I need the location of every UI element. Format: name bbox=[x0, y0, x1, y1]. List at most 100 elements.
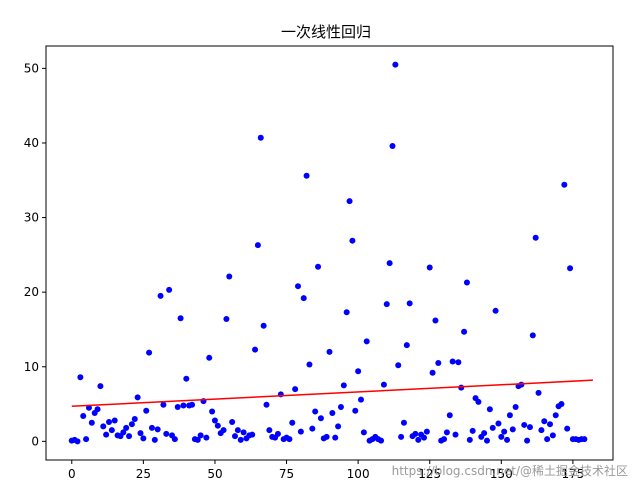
data-point bbox=[398, 433, 405, 440]
data-point bbox=[429, 369, 436, 376]
x-tick-label: 125 bbox=[418, 467, 441, 481]
data-point bbox=[174, 404, 181, 411]
data-point bbox=[446, 412, 453, 419]
data-point bbox=[77, 374, 84, 381]
data-point bbox=[292, 386, 299, 393]
data-point bbox=[484, 437, 490, 444]
data-point bbox=[206, 354, 213, 361]
data-point bbox=[234, 427, 241, 434]
data-point bbox=[481, 430, 488, 437]
data-point bbox=[240, 429, 247, 436]
data-point bbox=[495, 420, 502, 427]
data-point bbox=[406, 300, 413, 307]
data-point bbox=[74, 438, 81, 445]
data-point bbox=[395, 362, 402, 369]
data-point bbox=[504, 436, 511, 443]
data-point bbox=[443, 429, 450, 436]
data-point bbox=[461, 328, 468, 335]
data-point bbox=[100, 423, 107, 430]
data-point bbox=[315, 263, 322, 270]
data-point bbox=[303, 172, 310, 179]
data-point bbox=[532, 234, 539, 241]
data-point bbox=[83, 436, 90, 443]
x-tick-label: 150 bbox=[490, 467, 513, 481]
data-point bbox=[297, 428, 304, 435]
data-point bbox=[306, 361, 313, 368]
data-point bbox=[452, 431, 459, 438]
data-point bbox=[346, 198, 353, 205]
x-tick-label: 100 bbox=[347, 467, 370, 481]
data-point bbox=[252, 346, 259, 353]
data-point bbox=[249, 431, 256, 438]
plot-area bbox=[68, 61, 593, 445]
data-point bbox=[146, 349, 153, 356]
data-point bbox=[260, 322, 267, 329]
data-point bbox=[183, 375, 190, 382]
data-point bbox=[309, 425, 316, 432]
data-point bbox=[349, 237, 356, 244]
data-point bbox=[432, 317, 439, 324]
data-point bbox=[547, 421, 553, 428]
data-point bbox=[103, 431, 110, 438]
data-point bbox=[518, 381, 525, 388]
x-axis: 0 25 50 75 100 125 150 175 bbox=[68, 460, 584, 481]
data-point bbox=[332, 434, 339, 441]
data-point bbox=[567, 265, 574, 272]
x-tick-label: 25 bbox=[136, 467, 151, 481]
data-point bbox=[400, 419, 407, 426]
data-point bbox=[558, 401, 565, 408]
data-point bbox=[223, 316, 230, 323]
data-point bbox=[392, 61, 399, 68]
data-point bbox=[140, 435, 147, 442]
data-point bbox=[544, 436, 551, 443]
data-point bbox=[106, 418, 112, 425]
data-point bbox=[289, 419, 296, 426]
data-point bbox=[506, 412, 513, 419]
data-point bbox=[403, 342, 410, 349]
data-point bbox=[160, 401, 167, 408]
data-point bbox=[194, 436, 201, 443]
data-point bbox=[263, 401, 270, 408]
data-point bbox=[340, 382, 347, 389]
data-point bbox=[535, 389, 542, 396]
data-point bbox=[257, 134, 264, 141]
data-point bbox=[237, 436, 244, 443]
data-point bbox=[469, 427, 476, 434]
data-point bbox=[423, 428, 430, 435]
y-tick-label: 10 bbox=[24, 360, 39, 374]
data-point bbox=[137, 430, 144, 437]
data-point bbox=[171, 436, 178, 443]
data-point bbox=[300, 295, 307, 302]
data-point bbox=[380, 381, 387, 388]
data-point bbox=[541, 418, 548, 425]
data-point bbox=[492, 307, 499, 314]
data-point bbox=[180, 402, 187, 409]
data-point bbox=[352, 407, 359, 414]
data-point bbox=[126, 433, 133, 440]
data-point bbox=[538, 427, 545, 434]
data-point bbox=[524, 437, 531, 444]
data-point bbox=[549, 432, 556, 439]
data-point bbox=[383, 301, 390, 308]
data-point bbox=[498, 433, 505, 440]
data-point bbox=[335, 423, 342, 430]
data-point bbox=[343, 309, 350, 316]
data-point bbox=[94, 406, 101, 413]
data-point bbox=[509, 426, 516, 433]
x-tick-label: 175 bbox=[561, 467, 584, 481]
data-point bbox=[526, 424, 533, 431]
data-point bbox=[552, 412, 559, 419]
data-point bbox=[274, 430, 281, 437]
data-point bbox=[295, 283, 301, 290]
data-point bbox=[581, 436, 588, 443]
y-tick-label: 40 bbox=[24, 136, 39, 150]
data-point bbox=[501, 428, 508, 435]
data-point bbox=[426, 264, 433, 271]
y-tick-label: 30 bbox=[24, 211, 39, 225]
data-point bbox=[128, 421, 135, 428]
data-point bbox=[85, 404, 92, 411]
data-point bbox=[232, 433, 238, 440]
data-point bbox=[197, 432, 204, 439]
data-point bbox=[203, 434, 210, 441]
